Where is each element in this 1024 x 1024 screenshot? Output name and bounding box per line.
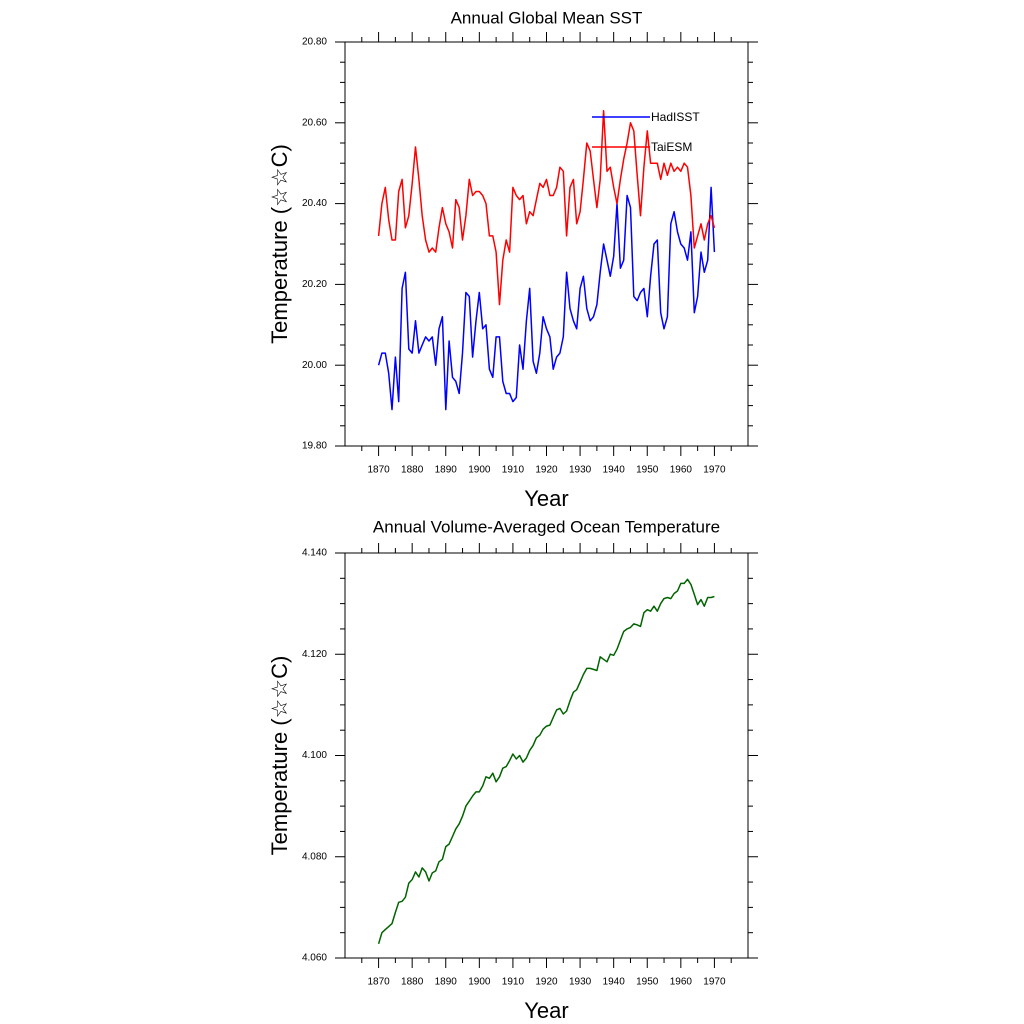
y-tick-label: 20.40 — [302, 198, 327, 209]
series-line-series-1 — [377, 578, 715, 945]
y-tick-label: 20.20 — [302, 279, 327, 290]
x-tick-label: 1950 — [636, 465, 659, 476]
x-tick-label: 1940 — [603, 465, 626, 476]
x-tick-label: 1880 — [401, 977, 424, 988]
x-axis-label: Year — [524, 486, 568, 511]
x-tick-label: 1900 — [468, 977, 491, 988]
x-tick-label: 1870 — [367, 465, 390, 476]
x-axis-label: Year — [524, 998, 568, 1023]
y-tick-label: 20.60 — [302, 117, 327, 128]
chart-title: Annual Global Mean SST — [451, 8, 643, 27]
x-tick-label: 1960 — [670, 465, 693, 476]
y-tick-label: 4.120 — [302, 649, 327, 660]
x-tick-label: 1910 — [502, 465, 525, 476]
y-tick-label: 4.060 — [302, 953, 327, 964]
x-tick-label: 1910 — [502, 977, 525, 988]
x-tick-label: 1870 — [367, 977, 390, 988]
x-tick-label: 1920 — [535, 977, 558, 988]
chart-panel-1: Annual Global Mean SST 1870 1880 1890 1900 19… — [267, 8, 758, 511]
chart-title: Annual Volume-Averaged Ocean Temperature — [373, 517, 720, 536]
series-line-taiesm — [377, 109, 716, 306]
x-tick-label: 1930 — [569, 465, 592, 476]
y-tick-label: 4.100 — [302, 750, 327, 761]
legend-label-hadisst: HadISST — [651, 110, 700, 124]
x-tick-label: 1890 — [435, 977, 458, 988]
x-tick-label: 1900 — [468, 465, 491, 476]
y-tick-label: 4.080 — [302, 851, 327, 862]
legend: HadISST TaiESM — [592, 110, 700, 154]
y-tick-label: 20.80 — [302, 37, 327, 48]
y-axis-label: Temperature (☆☆C) — [267, 656, 292, 856]
chart-panel-2: Annual Volume-Averaged Ocean Temperature… — [267, 517, 758, 1023]
x-tick-label: 1920 — [535, 465, 558, 476]
x-tick-label: 1930 — [569, 977, 592, 988]
plot-frame — [344, 41, 749, 447]
x-tick-label: 1890 — [435, 465, 458, 476]
y-axis-label: Temperature (☆☆C) — [267, 144, 292, 344]
x-tick-label: 1950 — [636, 977, 659, 988]
y-tick-label: 20.00 — [302, 360, 327, 371]
x-tick-label: 1940 — [603, 977, 626, 988]
x-tick-label: 1960 — [670, 977, 693, 988]
series-line-hadisst — [377, 186, 716, 411]
y-tick-label: 4.140 — [302, 548, 327, 559]
legend-label-taiesm: TaiESM — [651, 140, 692, 154]
x-tick-label: 1880 — [401, 465, 424, 476]
x-tick-label: 1970 — [703, 977, 726, 988]
y-tick-label: 19.80 — [302, 441, 327, 452]
x-tick-label: 1970 — [703, 465, 726, 476]
